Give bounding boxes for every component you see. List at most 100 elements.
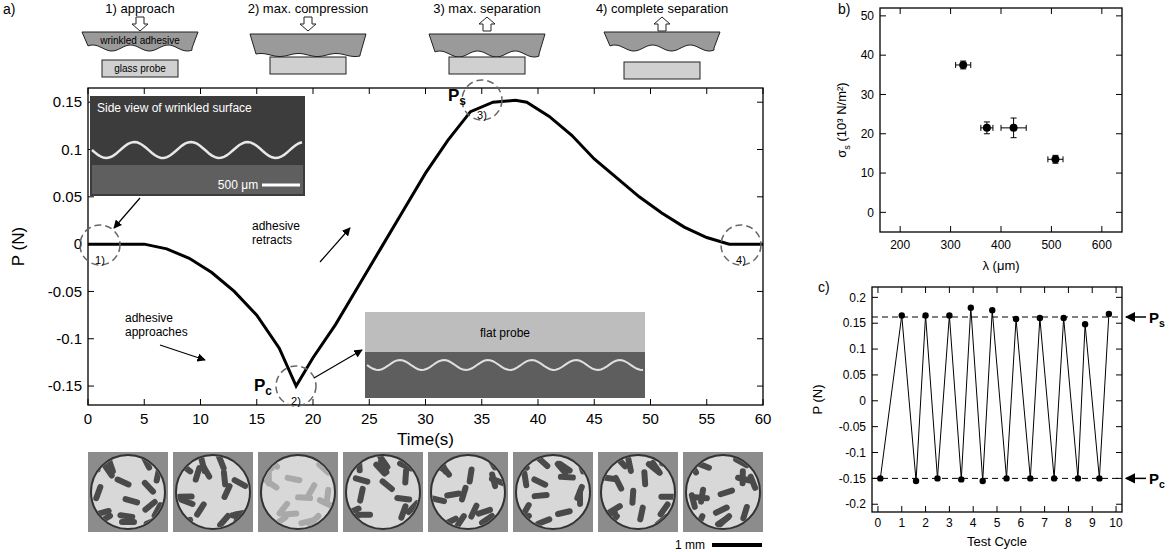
y-tick [872,452,878,453]
y-error-bar [1011,118,1017,138]
contact-blob [521,470,530,489]
contact-blob [466,466,475,485]
x-tick [144,88,145,94]
contact-image [258,452,338,532]
y-tick [1116,15,1122,16]
data-point [1010,124,1018,132]
data-point [958,476,964,482]
stage-marker: 1) [95,254,105,266]
x-tick [200,399,201,405]
x-tick [594,88,595,94]
y-tick-label: 0 [859,394,866,408]
x-tick [877,287,878,293]
plot-frame [872,287,1122,512]
x-tick [877,506,878,512]
y-tick [1116,94,1122,95]
x-tick-label: 45 [586,410,603,427]
x-tick [950,8,951,14]
contact-blob [653,512,671,528]
inset-substrate [92,165,303,194]
contact-blob [534,516,553,528]
x-tick [925,506,926,512]
schematic-arrow [132,17,148,31]
contact-pattern [262,453,334,528]
y-tick [880,15,886,16]
data-point [983,124,991,132]
contact-pattern [686,453,761,531]
y-tick-label: -0.2 [845,497,866,511]
data-point [946,312,952,318]
contact-blob [92,483,104,502]
data-point [922,312,928,318]
contact-blob [530,475,549,488]
inset-title: Side view of wrinkled surface [97,101,252,115]
contact-blob [94,454,101,472]
x-tick [1116,506,1117,512]
x-tick [973,506,974,512]
x-tick-label: 60 [755,410,772,427]
x-tick-label: 7 [1041,516,1048,530]
contact-blob [176,460,194,476]
reference-label: Ps [1149,309,1165,329]
x-tick-label: 25 [361,410,378,427]
y-tick [88,386,94,387]
contact-circle [176,455,250,529]
contact-circle [346,455,420,529]
stage-circle [462,80,502,120]
inset-wrinkle [92,142,302,158]
inset-title: flat probe [480,326,530,340]
text-line: approaches [125,325,188,339]
contact-blob [119,519,137,525]
contact-blob [175,516,194,527]
x-tick [1092,506,1093,512]
x-tick-label: 3 [946,516,953,530]
y-error-bar [1052,155,1058,163]
x-tick-label: 1 [898,516,905,530]
text-part: P [448,86,459,105]
text-line: adhesive [252,219,300,233]
inset-photo [90,96,305,196]
contact-blob [93,507,112,517]
x-tick-label: 35 [473,410,490,427]
y-tick [1116,504,1122,505]
contact-blob [114,476,133,489]
x-tick [650,88,651,94]
y-error-bar [960,61,966,69]
panel-label: b) [838,1,850,17]
x-tick-label: 40 [530,410,547,427]
y-tick [872,504,878,505]
contact-blob [216,512,232,530]
y-tick-label: 0.15 [53,93,82,110]
arrow [160,345,205,360]
contact-circle [431,455,505,529]
contact-blob [573,512,589,530]
data-point [1003,475,1009,481]
contact-blob [378,477,396,493]
x-tick [1020,506,1021,512]
y-tick [1116,297,1122,298]
x-error-bar [981,125,993,131]
y-tick [757,196,763,197]
x-tick [1092,287,1093,293]
contact-blob [688,492,698,511]
contact-blob [397,502,409,521]
y-tick [1116,400,1122,401]
y-axis-label: P (N) [9,227,28,266]
x-tick [706,399,707,405]
x-tick-label: 400 [991,238,1011,252]
x-tick [1051,226,1052,232]
x-tick [1101,226,1102,232]
y-tick-label: 0 [867,206,874,220]
contact-blob [554,508,573,518]
data-point [1060,315,1066,321]
contact-image [88,452,168,532]
x-tick [997,287,998,293]
y-error-bar [984,122,990,134]
y-tick-label: 0.1 [849,342,866,356]
schematic-probe [102,60,178,77]
x-tick-label: 0 [875,516,882,530]
contact-blob [153,465,163,484]
y-tick [880,55,886,56]
y-tick [872,400,878,401]
contact-pattern [175,453,251,529]
